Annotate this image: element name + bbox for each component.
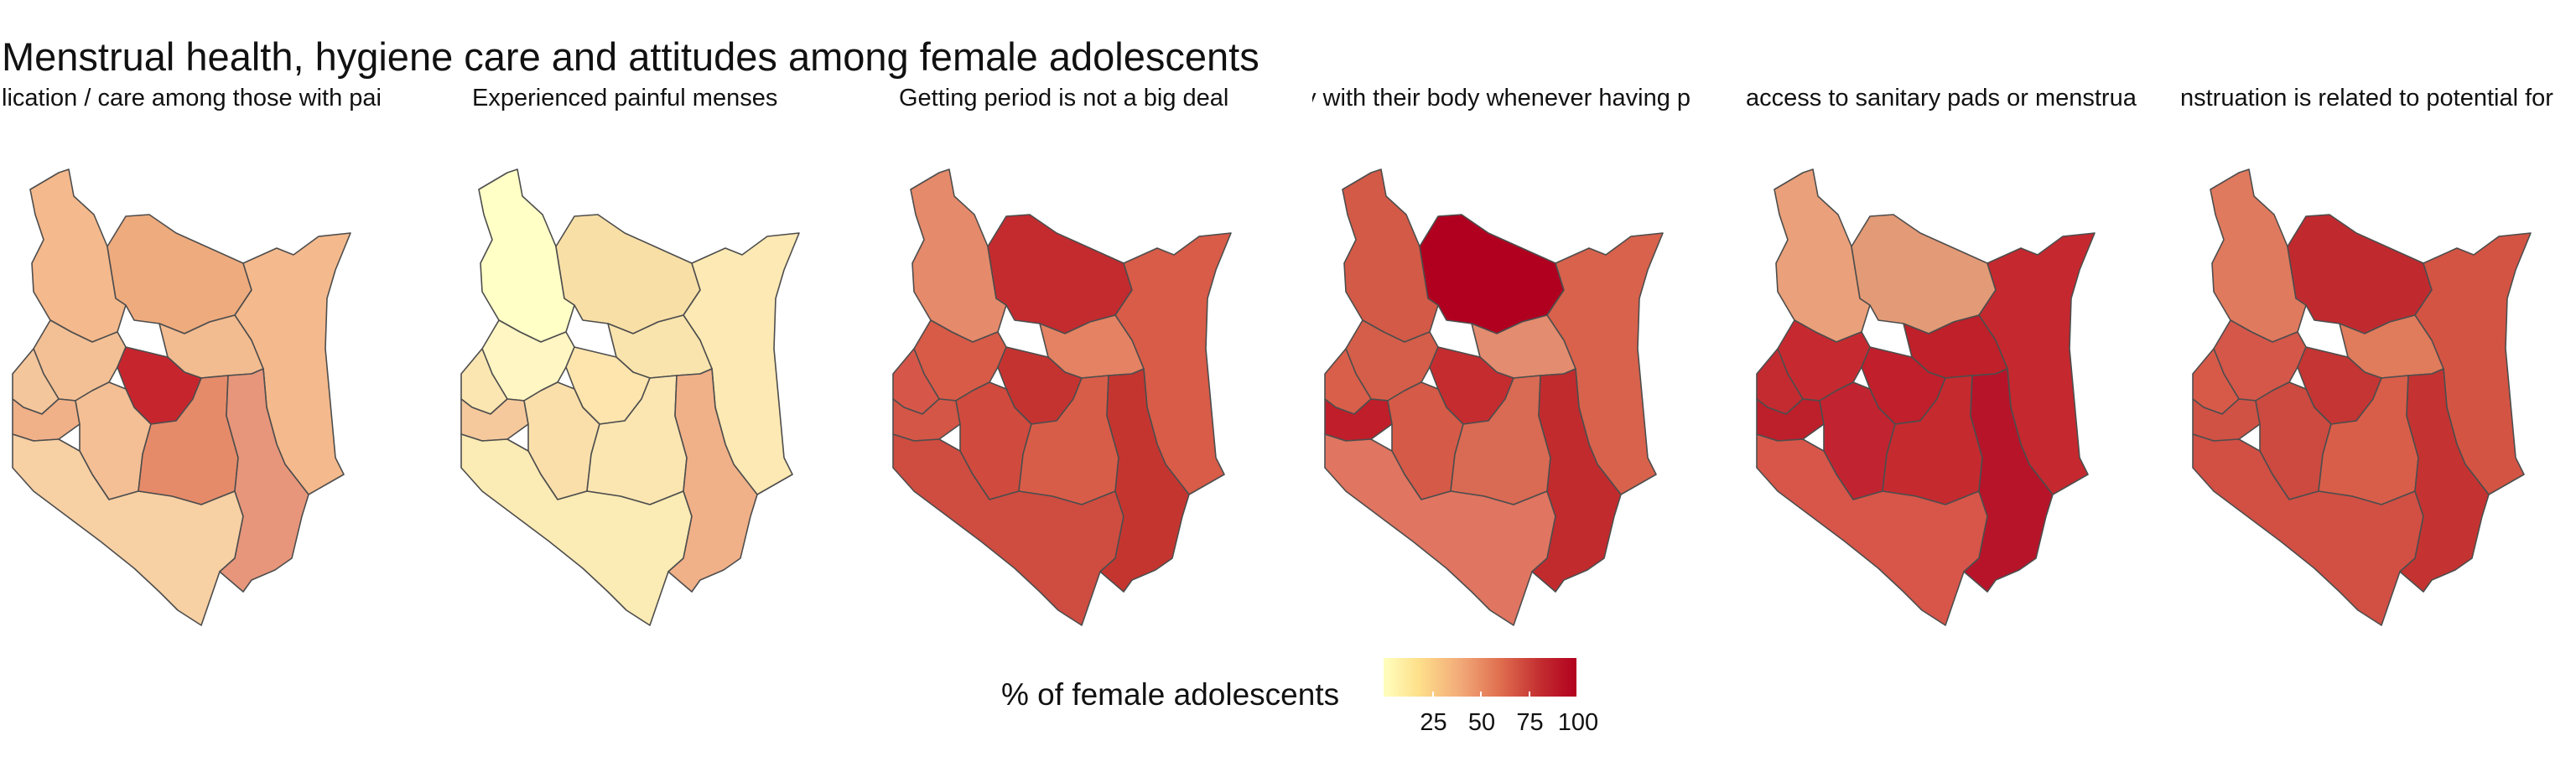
kenya-choropleth-map — [892, 168, 1232, 626]
map-region-2 — [106, 214, 252, 334]
kenya-choropleth-map — [460, 168, 800, 626]
map-region-12 — [1099, 368, 1190, 593]
map-region-12 — [2399, 368, 2490, 593]
legend-tick-mark — [1480, 692, 1482, 697]
kenya-choropleth-map — [1756, 168, 2096, 626]
map-region-2 — [1851, 214, 1997, 334]
panel-title: access to sanitary pads or menstrua — [1746, 85, 2137, 111]
map-region-2 — [555, 214, 701, 334]
panel-title: y with their body whenever having p — [1312, 85, 1691, 111]
panel-title: Experienced painful menses — [472, 85, 778, 111]
panel-title: Getting period is not a big deal — [899, 85, 1229, 111]
kenya-choropleth-map — [2192, 168, 2532, 626]
legend-tick-label: 50 — [1467, 709, 1496, 736]
panel-title-clip: Getting period is not a big deal — [880, 80, 1301, 114]
panel-title-clip: Experienced painful menses — [449, 80, 870, 114]
map-region-12 — [219, 368, 309, 593]
legend-tick-label: 25 — [1420, 709, 1447, 736]
map-region-2 — [2287, 214, 2433, 334]
kenya-choropleth-map — [12, 168, 351, 626]
panel-title-clip: nstruation is related to potential for — [2180, 80, 2576, 114]
panel-title-clip: y with their body whenever having p — [1312, 80, 1733, 114]
chart-title: Menstrual health, hygiene care and attit… — [2, 34, 1259, 79]
map-region-12 — [1531, 368, 1622, 593]
map-panel-1: lication / care among those with pai — [0, 80, 421, 642]
map-region-12 — [1963, 368, 2054, 593]
kenya-choropleth-map — [1324, 168, 1664, 626]
map-region-2 — [1419, 214, 1565, 334]
map-panel-5: access to sanitary pads or menstrua — [1744, 80, 2165, 642]
panel-title: nstruation is related to potential for — [2180, 85, 2553, 111]
map-region-12 — [667, 368, 758, 593]
map-panel-4: y with their body whenever having p — [1312, 80, 1733, 642]
map-panel-2: Experienced painful menses — [449, 80, 870, 642]
legend-title: % of female adolescents — [1001, 677, 1340, 712]
panel-title-clip: lication / care among those with pai — [0, 80, 421, 114]
map-region-2 — [987, 214, 1133, 334]
panel-title-clip: access to sanitary pads or menstrua — [1744, 80, 2165, 114]
map-panel-6: nstruation is related to potential for — [2180, 80, 2576, 642]
legend-tick-label: 75 — [1516, 709, 1544, 736]
legend-color-bar — [1384, 658, 1576, 697]
legend-tick-mark — [1431, 692, 1434, 697]
legend-tick-mark — [1528, 692, 1530, 697]
legend-tick-label: 100 — [1557, 709, 1599, 736]
panel-title: lication / care among those with pai — [2, 85, 382, 111]
map-panel-3: Getting period is not a big deal — [880, 80, 1301, 642]
